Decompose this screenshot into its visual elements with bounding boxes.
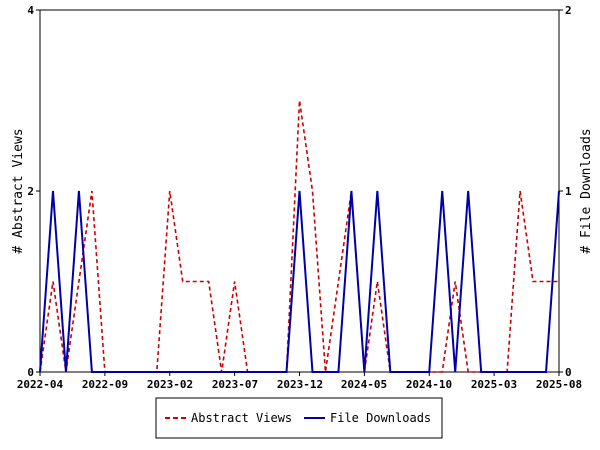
x-tick-label-5: 2024-05 <box>341 378 387 391</box>
y-right-axis-title: # File Downloads <box>579 128 594 253</box>
x-tick-label-8: 2025-08 <box>536 378 582 391</box>
y-left-tick-label-1: 2 <box>27 185 34 198</box>
legend-label-file-downloads: File Downloads <box>330 411 431 425</box>
x-tick-label-6: 2024-10 <box>406 378 452 391</box>
x-tick-label-3: 2023-07 <box>212 378 258 391</box>
y-right-tick-label-0: 0 <box>565 366 572 379</box>
series-layer <box>39 100 560 373</box>
y-left-tick-label-2: 4 <box>27 4 34 17</box>
series-line-file-downloads <box>39 190 560 373</box>
legend-label-abstract-views: Abstract Views <box>191 411 292 425</box>
legend-box <box>155 397 443 439</box>
y-left-axis-title: # Abstract Views <box>11 128 26 253</box>
y-left-tick-label-0: 0 <box>27 366 34 379</box>
x-tick-label-1: 2022-09 <box>82 378 128 391</box>
x-tick-label-4: 2023-12 <box>277 378 323 391</box>
x-tick-label-0: 2022-04 <box>17 378 64 391</box>
x-tick-label-7: 2025-03 <box>471 378 517 391</box>
legend: Abstract Views File Downloads <box>155 397 443 439</box>
x-tick-label-2: 2023-02 <box>147 378 193 391</box>
y-right-tick-label-2: 2 <box>565 4 572 17</box>
y-right-tick-label-1: 1 <box>565 185 572 198</box>
